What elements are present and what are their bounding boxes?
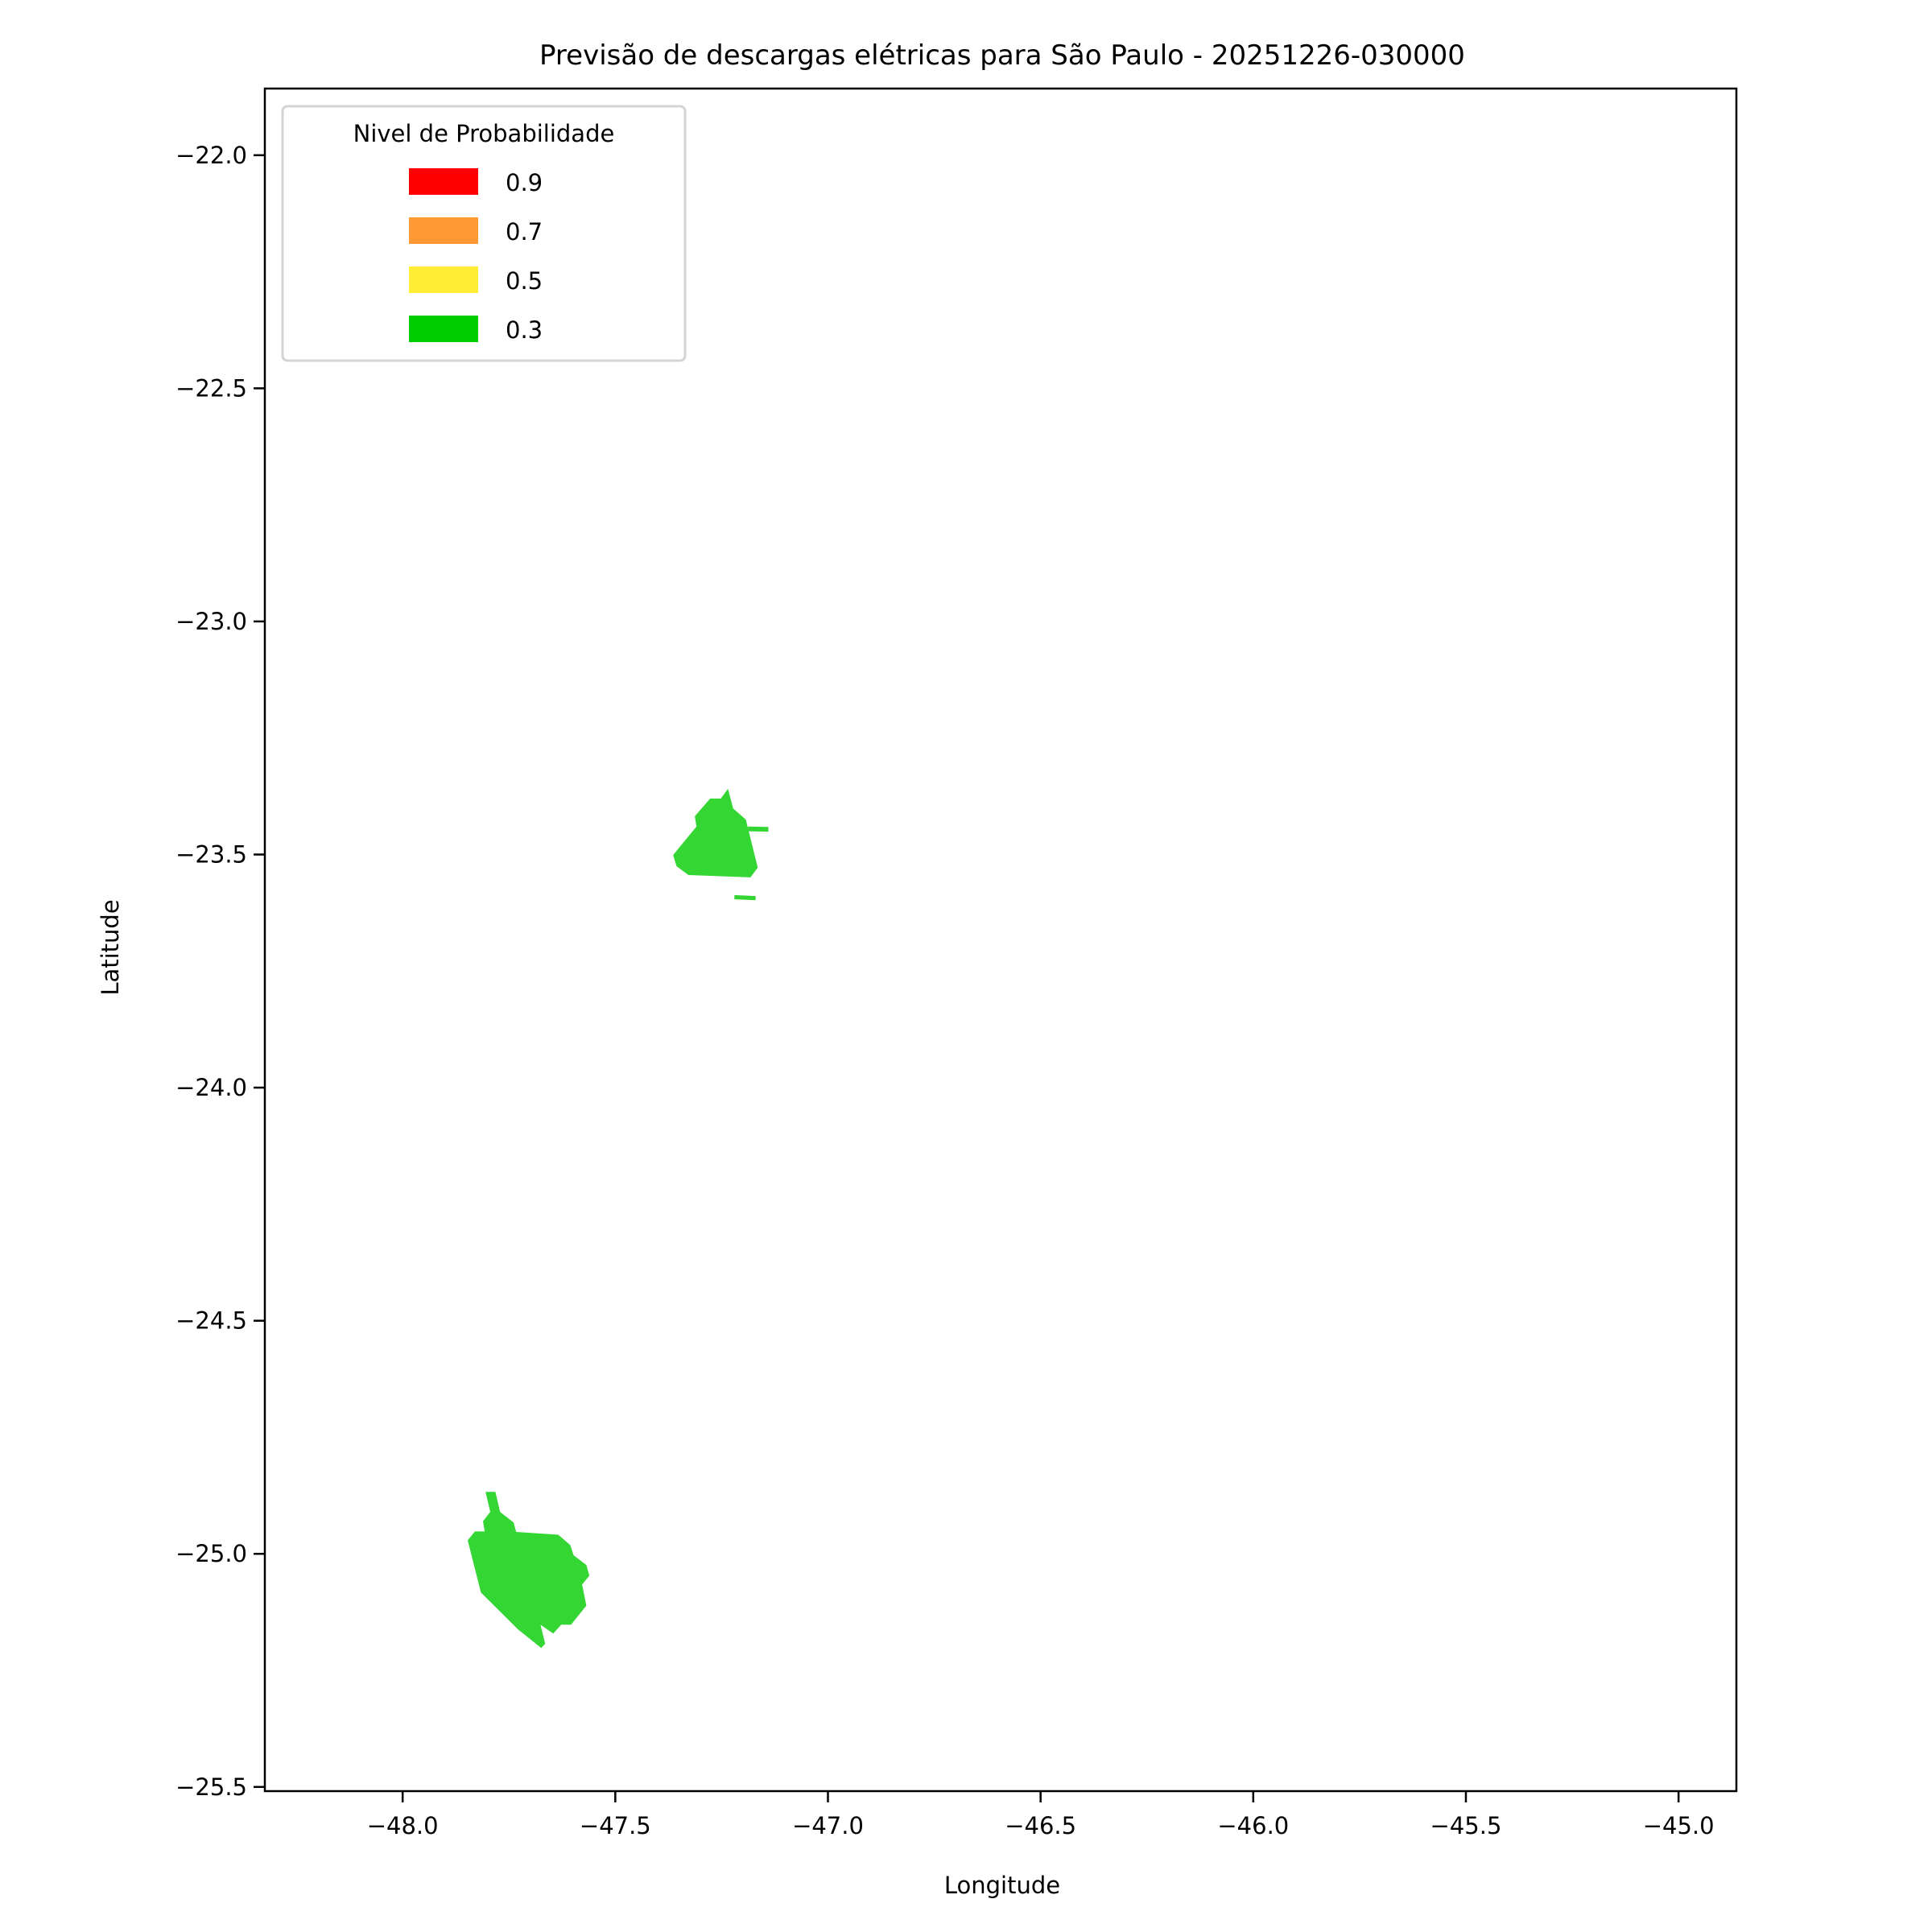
legend-swatch xyxy=(409,316,478,342)
legend-label: 0.3 xyxy=(506,316,543,344)
legend-label: 0.7 xyxy=(506,218,543,246)
y-tick-label: −25.0 xyxy=(175,1540,247,1567)
legend: Nivel de Probabilidade 0.9 0.7 0.5 0.3 xyxy=(281,105,687,362)
x-tick-label: −45.0 xyxy=(1643,1812,1715,1839)
x-axis: −48.0 −47.5 −47.0 −46.5 −46.0 −45.5 −45.0 xyxy=(367,1791,1715,1839)
probability-region-1 xyxy=(748,826,769,832)
x-tick-label: −48.0 xyxy=(367,1812,439,1839)
probability-region-2 xyxy=(734,894,756,901)
x-axis-label: Longitude xyxy=(944,1872,1060,1899)
x-tick-label: −47.5 xyxy=(580,1812,651,1839)
probability-region-3 xyxy=(468,1492,590,1649)
legend-swatch xyxy=(409,168,478,195)
legend-title: Nivel de Probabilidade xyxy=(353,120,615,147)
legend-label: 0.5 xyxy=(506,267,543,295)
x-tick-label: −46.0 xyxy=(1217,1812,1289,1839)
y-axis: −22.0 −22.5 −23.0 −23.5 −24.0 −24.5 −25.0 −25.5 xyxy=(175,142,265,1801)
regions-layer xyxy=(468,788,769,1649)
y-tick-label: −22.5 xyxy=(175,374,247,402)
y-tick-label: −24.0 xyxy=(175,1074,247,1101)
x-tick-label: −45.5 xyxy=(1430,1812,1502,1839)
y-tick-label: −23.0 xyxy=(175,608,247,635)
probability-region-0 xyxy=(673,788,758,877)
x-tick-label: −47.0 xyxy=(792,1812,864,1839)
legend-swatch xyxy=(409,217,478,244)
y-tick-label: −24.5 xyxy=(175,1307,247,1335)
x-tick-label: −46.5 xyxy=(1005,1812,1076,1839)
y-tick-label: −25.5 xyxy=(175,1773,247,1801)
y-axis-label: Latitude xyxy=(97,899,124,995)
legend-swatch xyxy=(409,266,478,293)
plot-frame xyxy=(263,87,1738,1793)
y-tick-label: −22.0 xyxy=(175,142,247,169)
y-tick-label: −23.5 xyxy=(175,841,247,869)
legend-label: 0.9 xyxy=(506,169,543,196)
legend-box xyxy=(281,105,687,362)
chart-title: Previsão de descargas elétricas para São… xyxy=(539,39,1465,72)
